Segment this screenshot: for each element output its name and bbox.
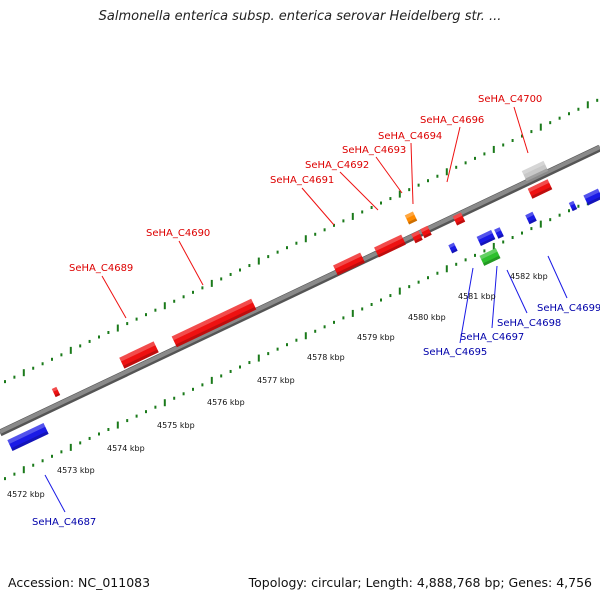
map-title: Salmonella enterica subsp. enterica sero…	[98, 9, 502, 24]
gene-label-SeHA_C4692: SeHA_C4692	[305, 160, 369, 171]
leader-line	[44, 474, 66, 513]
accession-text: Accession: NC_011083	[8, 575, 151, 590]
gene-label-SeHA_C4693: SeHA_C4693	[342, 145, 406, 156]
gene-block	[51, 386, 61, 398]
leader-line	[375, 156, 403, 194]
gene-block	[119, 341, 159, 369]
gene-block	[7, 422, 49, 452]
gene-label-SeHA_C4697: SeHA_C4697	[460, 332, 524, 343]
gene-block	[525, 211, 537, 225]
gene-block	[448, 242, 458, 254]
gene-label-SeHA_C4699: SeHA_C4699	[537, 303, 600, 314]
scale-label-4578: 4578 kbp	[307, 353, 345, 362]
scale-label-4581: 4581 kbp	[458, 292, 496, 301]
backbone-line	[0, 145, 600, 434]
top-tick-track	[4, 98, 599, 384]
leader-line	[339, 171, 379, 211]
leader-line	[446, 126, 461, 183]
scale-labels: 4572 kbp 4573 kbp 4574 kbp 4575 kbp 4576 kbp…	[7, 272, 548, 499]
gene-block	[583, 188, 600, 206]
genome-backbone	[0, 144, 600, 437]
gene-block	[568, 200, 578, 212]
scale-label-4577: 4577 kbp	[257, 376, 295, 385]
gene-label-SeHA_C4696: SeHA_C4696	[420, 115, 484, 126]
leader-line	[301, 187, 335, 226]
leader-line	[491, 265, 498, 329]
leader-line	[101, 275, 127, 319]
gene-block	[171, 298, 257, 348]
gene-label-SeHA_C4689: SeHA_C4689	[69, 263, 133, 274]
gene-block	[452, 212, 466, 226]
scale-label-4579: 4579 kbp	[357, 333, 395, 342]
leader-line	[410, 142, 414, 205]
leader-line	[459, 267, 474, 344]
scale-label-4580: 4580 kbp	[408, 313, 446, 322]
gene-label-SeHA_C4698: SeHA_C4698	[497, 318, 561, 329]
gene-label-SeHA_C4687: SeHA_C4687	[32, 517, 96, 528]
rna-block	[404, 211, 418, 225]
scale-label-4582: 4582 kbp	[510, 272, 548, 281]
leader-line	[506, 269, 528, 314]
scale-label-4574: 4574 kbp	[107, 444, 145, 453]
leader-line	[513, 106, 529, 154]
gene-features	[7, 160, 600, 452]
gene-block	[476, 230, 496, 246]
gene-block	[411, 230, 423, 244]
rna-block	[479, 248, 501, 266]
label-leader-lines	[44, 106, 568, 513]
gene-label-SeHA_C4695: SeHA_C4695	[423, 347, 487, 358]
genome-stats-text: Topology: circular; Length: 4,888,768 bp…	[248, 575, 592, 590]
gene-block	[420, 225, 432, 239]
gene-label-SeHA_C4700: SeHA_C4700	[478, 94, 542, 105]
bottom-tick-track	[4, 195, 599, 481]
leader-line	[178, 240, 204, 286]
scale-label-4576: 4576 kbp	[207, 398, 245, 407]
gene-label-SeHA_C4690: SeHA_C4690	[146, 228, 210, 239]
scale-label-4575: 4575 kbp	[157, 421, 195, 430]
gene-block	[494, 227, 504, 239]
scale-label-4573: 4573 kbp	[57, 466, 95, 475]
gene-labels: SeHA_C4689 SeHA_C4690 SeHA_C4691 SeHA_C4692…	[32, 94, 600, 528]
gene-block	[527, 179, 553, 199]
leader-line	[547, 255, 568, 299]
gene-label-SeHA_C4691: SeHA_C4691	[270, 175, 334, 186]
pseudogene-block	[521, 160, 549, 182]
scale-label-4572: 4572 kbp	[7, 490, 45, 499]
gene-block	[374, 234, 406, 258]
gene-block	[333, 252, 365, 276]
gene-label-SeHA_C4694: SeHA_C4694	[378, 131, 442, 142]
